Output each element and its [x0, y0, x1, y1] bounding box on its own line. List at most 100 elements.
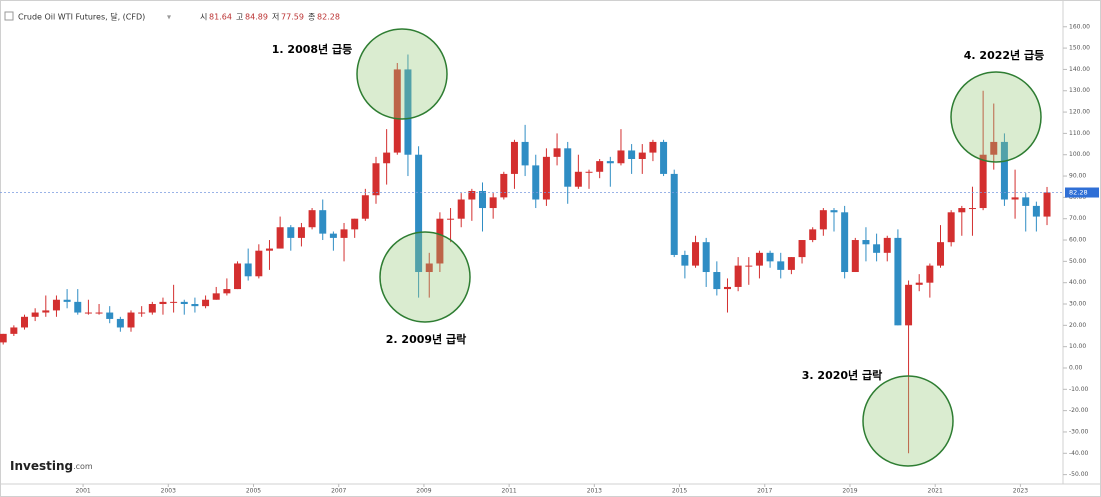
header-title: Crude Oil WTI Futures, 달, (CFD)	[18, 13, 145, 22]
ohlc-label: 시	[200, 13, 207, 22]
candle-body	[127, 312, 135, 328]
candle-body	[1022, 197, 1030, 206]
candle-body	[372, 163, 380, 196]
candle-body	[265, 248, 273, 251]
ohlc-label: 종	[308, 13, 315, 22]
candle-body	[1043, 192, 1051, 217]
candle-body	[1000, 141, 1008, 200]
candle-body	[457, 199, 465, 219]
x-tick-label: 2003	[161, 488, 176, 495]
candle-body	[745, 265, 753, 267]
candle-body	[532, 165, 540, 200]
candle-body	[841, 212, 849, 273]
candle-body	[180, 301, 188, 305]
y-tick-label: 50.00	[1069, 258, 1086, 265]
candle-body	[585, 171, 593, 173]
candle-body	[606, 161, 614, 164]
x-tick-label: 2019	[842, 488, 857, 495]
ohlc-label: 저	[272, 13, 279, 22]
candle-body	[755, 252, 763, 266]
candle-body	[947, 212, 955, 243]
candle-body	[883, 237, 891, 253]
candle-body	[692, 242, 700, 266]
candle-body	[628, 150, 636, 159]
candle-body	[894, 237, 902, 326]
candle-body	[425, 263, 433, 273]
ohlc-value: 82.28	[317, 13, 340, 22]
candle-body	[138, 312, 146, 314]
y-tick-label: 130.00	[1069, 87, 1090, 94]
x-tick-label: 2013	[587, 488, 602, 495]
candle-body	[393, 69, 401, 153]
x-tick-label: 2023	[1013, 488, 1028, 495]
candle-body	[681, 254, 689, 266]
candle-body	[447, 218, 455, 220]
candle-body	[937, 242, 945, 266]
highlight-circle	[862, 375, 954, 467]
candle-body	[766, 252, 774, 262]
candle-body	[116, 318, 124, 328]
candle-body	[20, 316, 28, 328]
highlight-circle	[356, 28, 448, 120]
collapse-icon[interactable]	[4, 11, 14, 21]
y-tick-label: -20.00	[1069, 407, 1089, 414]
candle-body	[31, 312, 39, 317]
candle-body	[905, 284, 913, 326]
highlight-circle	[950, 71, 1042, 163]
candle-body	[297, 227, 305, 238]
y-tick-label: 140.00	[1069, 66, 1090, 73]
last-price-label: 82.28	[1069, 189, 1088, 197]
candle-body	[851, 240, 859, 273]
candle-body	[830, 210, 838, 213]
candle-body	[52, 299, 60, 311]
ohlc-value: 81.64	[209, 13, 232, 22]
x-tick-label: 2007	[331, 488, 346, 495]
candle-body	[713, 272, 721, 290]
candle-body	[1032, 205, 1040, 217]
y-tick-label: 20.00	[1069, 322, 1086, 329]
ohlc-readout: 시 81.64 고 84.89 저 77.59 종 82.28	[200, 13, 340, 22]
annotation: 3. 2020년 급락	[802, 368, 882, 382]
candle-body	[553, 148, 561, 157]
candle-body	[468, 190, 476, 200]
x-tick-label: 2021	[928, 488, 943, 495]
x-tick-label: 2015	[672, 488, 687, 495]
candle-body	[340, 229, 348, 238]
candle-body	[10, 327, 18, 334]
candle-body	[383, 152, 391, 164]
candle-body	[244, 263, 252, 277]
candle-body	[809, 229, 817, 241]
candle-body	[979, 154, 987, 209]
candle-body	[990, 141, 998, 155]
candle-body	[564, 148, 572, 187]
candle-body	[415, 154, 423, 273]
header-caret: ▾	[167, 13, 171, 22]
x-tick-label: 2005	[246, 488, 261, 495]
candle-body	[489, 197, 497, 209]
candle-body	[329, 233, 337, 238]
candle-body	[915, 282, 923, 285]
candle-body	[660, 141, 668, 174]
y-tick-label: 60.00	[1069, 237, 1086, 244]
candle-body	[148, 304, 156, 313]
ohlc-value: 77.59	[281, 13, 304, 22]
plot-area	[0, 54, 1063, 454]
candle-body	[926, 265, 934, 283]
ohlc-label: 고	[236, 13, 243, 22]
candle-body	[958, 208, 966, 213]
candle-body	[308, 210, 316, 228]
candle-body	[734, 265, 742, 287]
candle-body	[798, 240, 806, 258]
y-tick-label: 160.00	[1069, 23, 1090, 30]
candle-body	[404, 69, 412, 155]
candle-body	[255, 250, 263, 277]
candle-body	[500, 173, 508, 198]
candle-body	[873, 244, 881, 253]
candle-body	[436, 218, 444, 264]
y-tick-label: 10.00	[1069, 343, 1086, 350]
candle-body	[74, 301, 82, 313]
highlight-circle	[379, 231, 471, 323]
y-tick-label: 120.00	[1069, 109, 1090, 116]
candle-body	[212, 293, 220, 300]
